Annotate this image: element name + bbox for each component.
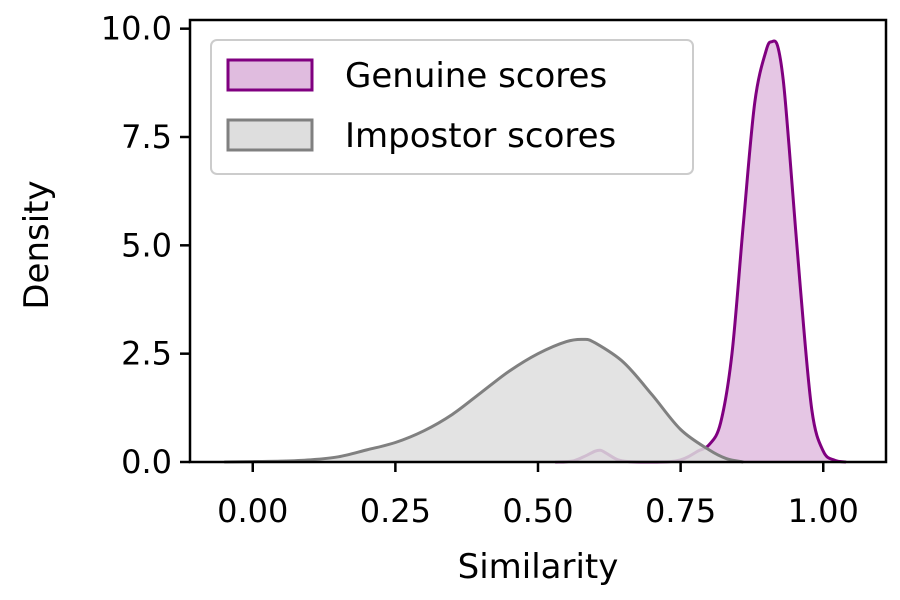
y-tick-label: 2.5	[121, 335, 172, 373]
y-tick-label: 10.0	[101, 10, 172, 48]
x-axis-ticks: 0.00 0.25 0.50 0.75 1.00	[217, 462, 859, 530]
legend: Genuine scores Impostor scores	[210, 39, 694, 175]
plot-area	[224, 39, 847, 464]
legend-label-genuine: Genuine scores	[345, 56, 607, 96]
y-tick-label: 5.0	[121, 226, 172, 264]
x-tick-label: 0.75	[645, 492, 716, 530]
x-axis-title: Similarity	[458, 547, 619, 587]
legend-swatch-impostor	[226, 118, 314, 152]
x-tick-label: 0.25	[360, 492, 431, 530]
legend-label-impostor: Impostor scores	[345, 116, 616, 156]
series-area-impostor	[224, 339, 744, 462]
x-tick-label: 0.00	[217, 492, 288, 530]
y-tick-label: 7.5	[121, 118, 172, 156]
y-axis-ticks: 0.0 2.5 5.0 7.5 10.0	[101, 10, 190, 481]
series-area-genuine	[555, 41, 847, 463]
legend-swatch-genuine	[226, 58, 314, 92]
y-tick-label: 0.0	[121, 443, 172, 481]
y-axis-title: Density	[17, 180, 57, 309]
legend-frame	[210, 39, 694, 175]
x-tick-label: 1.00	[788, 492, 859, 530]
series-line-impostor	[224, 337, 744, 464]
x-tick-label: 0.50	[502, 492, 573, 530]
